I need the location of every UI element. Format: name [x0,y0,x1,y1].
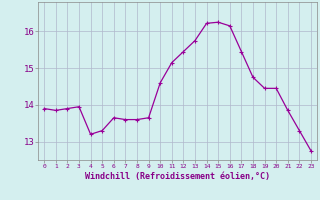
X-axis label: Windchill (Refroidissement éolien,°C): Windchill (Refroidissement éolien,°C) [85,172,270,181]
